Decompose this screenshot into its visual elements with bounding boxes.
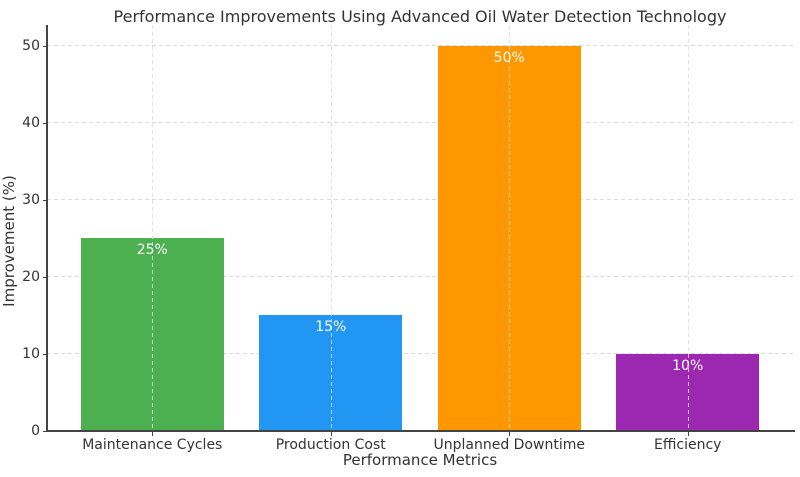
bar (437, 45, 581, 431)
x-tick-label: Efficiency (653, 437, 722, 453)
y-tick-mark (43, 199, 47, 201)
y-tick-mark (43, 431, 47, 432)
vertical-gridline (330, 25, 332, 431)
chart-title: Performance Improvements Using Advanced … (113, 7, 727, 26)
x-tick-mark (687, 432, 689, 436)
y-tick-mark (43, 45, 47, 47)
y-axis-spine (46, 25, 48, 431)
y-tick-mark (43, 276, 47, 278)
x-tick-mark (330, 432, 332, 436)
y-tick-label: 30 (22, 191, 40, 208)
y-tick-label: 10 (22, 345, 40, 362)
y-tick-label: 0 (31, 423, 40, 439)
bar (616, 353, 760, 431)
x-axis-label: Performance Metrics (342, 451, 498, 469)
horizontal-gridline (47, 45, 793, 47)
x-tick-label: Maintenance Cycles (82, 437, 223, 453)
bar-value-label: 10% (672, 357, 704, 374)
vertical-gridline (687, 25, 689, 431)
horizontal-gridline (47, 276, 793, 278)
bar-value-label: 50% (493, 49, 525, 66)
y-tick-label: 20 (22, 268, 40, 285)
x-tick-mark (152, 432, 154, 436)
x-axis-spine (46, 430, 795, 432)
horizontal-gridline (47, 353, 793, 355)
x-tick-label: Production Cost (275, 437, 386, 453)
x-tick-label: Unplanned Downtime (433, 437, 585, 453)
vertical-gridline (509, 25, 511, 431)
horizontal-gridline (47, 122, 793, 124)
x-tick-mark (509, 432, 511, 436)
y-tick-label: 50 (22, 37, 40, 54)
y-axis-label: Improvement (%) (0, 175, 18, 307)
vertical-gridline (152, 25, 154, 431)
bar-value-label: 25% (136, 242, 168, 259)
y-tick-mark (43, 122, 47, 124)
bar-value-label: 15% (315, 319, 347, 336)
y-tick-mark (43, 353, 47, 355)
y-tick-label: 40 (22, 114, 40, 131)
horizontal-gridline (47, 199, 793, 201)
